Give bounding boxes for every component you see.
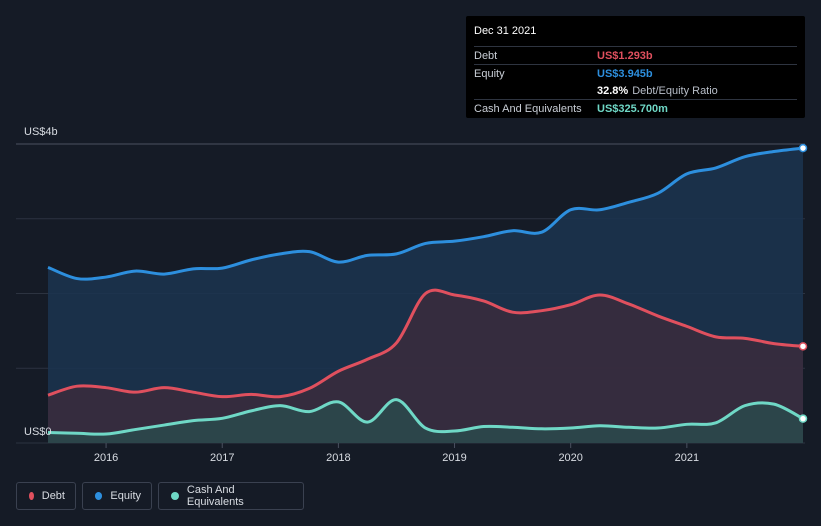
x-tick-label: 2016 [94, 452, 118, 464]
x-axis: 2016 2017 2018 2019 2020 2021 [94, 443, 699, 464]
tooltip-debt-value: US$1.293b [597, 49, 653, 62]
tooltip-cash-label: Cash And Equivalents [474, 102, 582, 115]
debt-dot-icon [29, 492, 34, 500]
x-tick-label: 2018 [326, 452, 350, 464]
equity-line [47, 146, 804, 281]
legend-item-equity[interactable]: Equity [82, 482, 152, 510]
data-tooltip: Dec 31 2021 Debt US$1.293b Equity US$3.9… [466, 16, 805, 118]
cash-and-equivalents-area [48, 399, 803, 443]
x-tick-label: 2020 [558, 452, 582, 464]
cash-and-equivalents-end-point[interactable] [798, 414, 808, 423]
tooltip-cash-value: US$325.700m [597, 102, 668, 115]
debt-area [48, 290, 803, 443]
tooltip-date: Dec 31 2021 [474, 25, 537, 37]
tooltip-debt-row: Debt US$1.293b [474, 46, 797, 64]
tooltip-ratio-value: 32.8% [597, 84, 629, 97]
legend-cash-label: Cash And Equivalents [186, 484, 244, 508]
tooltip-cash-row: Cash And Equivalents US$325.700m [474, 99, 797, 117]
cash-dot-icon [171, 492, 179, 500]
x-tick-label: 2021 [675, 452, 699, 464]
tooltip-ratio-row: 32.8% Debt/Equity Ratio [474, 82, 797, 99]
equity-dot-icon [95, 492, 103, 500]
legend-item-cash[interactable]: Cash And Equivalents [158, 482, 304, 510]
series-areas [48, 148, 803, 443]
x-tick-label: 2017 [210, 452, 234, 464]
series-lines [47, 143, 808, 436]
y-axis-bottom-label: US$0 [24, 426, 52, 438]
legend-debt-label: Debt [41, 490, 65, 502]
debt-end-point[interactable] [798, 342, 808, 351]
equity-end-point[interactable] [798, 143, 808, 153]
tooltip-equity-label: Equity [474, 67, 505, 80]
tooltip-equity-row: Equity US$3.945b [474, 64, 797, 82]
legend-equity-label: Equity [110, 490, 141, 502]
y-axis-top-label: US$4b [24, 126, 58, 138]
cash-and-equivalents-line [47, 398, 804, 436]
x-tick-label: 2019 [442, 452, 466, 464]
tooltip-ratio-label: Debt/Equity Ratio [632, 84, 718, 97]
tooltip-debt-label: Debt [474, 49, 498, 62]
legend-item-debt[interactable]: Debt [16, 482, 76, 510]
tooltip-equity-value: US$3.945b [597, 67, 653, 80]
debt-line [47, 288, 804, 399]
